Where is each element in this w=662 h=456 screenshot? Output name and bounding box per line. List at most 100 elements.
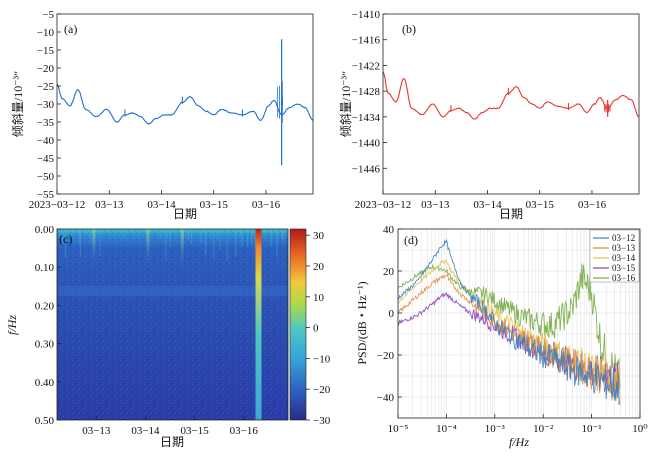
x-tick-label: 03−14 (147, 199, 176, 211)
spectrogram-streak (92, 229, 96, 272)
spectrogram-texture (62, 229, 64, 245)
spectrogram-texture (205, 229, 207, 255)
y-tick-label: −50 (37, 171, 55, 183)
x-tick-label: 03−16 (252, 199, 281, 211)
spectrogram-hot-band (255, 229, 262, 420)
x-tick-label: 03−13 (95, 199, 124, 211)
spectrogram-streak (146, 229, 150, 272)
legend-label: 03−14 (612, 253, 636, 263)
x-tick-label: 03−13 (82, 425, 111, 437)
spectrogram-texture (165, 229, 167, 262)
panel-c-ylabel: f/Hz (5, 315, 19, 335)
panel-b-y-ticks: −1410 −1416 −1422 −1428 −1434 −1440 −1446 (352, 9, 387, 175)
panel-d-x-ticks: 10⁻⁵ 10⁻⁴ 10⁻³ 10⁻² 10⁻¹ 10⁰ (388, 414, 648, 435)
panel-c-x-ticks: 03−13 03−14 03−15 03−16 (82, 416, 258, 437)
y-tick-label: −1416 (352, 35, 381, 47)
x-tick-label: 03−16 (230, 425, 259, 437)
spectrogram-texture (89, 229, 91, 244)
colorbar-tick-label: 0 (313, 323, 319, 335)
tilt-series-line (56, 83, 314, 125)
y-tick-label: −1440 (352, 138, 381, 150)
y-tick-label: 0.30 (35, 339, 55, 351)
panel-a-plot (56, 39, 314, 166)
y-tick-label: −1410 (352, 9, 381, 21)
panel-c-y-ticks: 0.00 0.10 0.20 0.30 0.40 0.50 (35, 224, 61, 427)
x-tick-label: 03−14 (473, 199, 502, 211)
colorbar-ticks: 30 20 10 0 −10 −20 −30 (306, 230, 331, 427)
spectrogram-texture (79, 229, 81, 257)
panel-b-xlabel: 日期 (499, 207, 523, 221)
panel-b: (b) 日期 倾斜量/10⁻³″ −1410−1416−1422−1428−14… (339, 9, 640, 221)
colorbar-tick-label: 30 (313, 230, 325, 242)
y-tick-label: −10 (37, 27, 55, 39)
y-tick-label: −1434 (352, 112, 381, 124)
panel-a-ylabel: 倾斜量/10⁻³″ (11, 71, 25, 137)
colorbar (289, 228, 307, 421)
panel-a-xlabel: 日期 (173, 207, 197, 221)
spectrogram-texture (247, 229, 249, 247)
spectrogram-texture (159, 229, 161, 240)
panel-c-xlabel: 日期 (160, 435, 184, 449)
panel-b-x-ticks: 2023−03−12 03−13 03−14 03−15 03−16 (355, 190, 607, 211)
panel-a-frame (56, 13, 314, 195)
spectrogram-low-band (57, 286, 288, 296)
legend-label: 03−12 (612, 233, 635, 243)
spectrogram-texture (213, 229, 215, 262)
spectrogram-texture (235, 229, 237, 256)
y-tick-label: 0 (389, 308, 395, 320)
y-tick-label: −5 (42, 9, 54, 21)
y-tick-label: −20 (377, 350, 395, 362)
y-tick-label: −25 (37, 81, 55, 93)
psd-series-line (397, 292, 621, 395)
legend-label: 03−15 (612, 263, 636, 273)
spectrogram-texture (169, 229, 171, 247)
y-tick-label: −30 (37, 99, 55, 111)
y-tick-label: −1446 (352, 163, 381, 175)
panel-a-label: (a) (64, 22, 77, 36)
panel-b-plot (382, 71, 640, 120)
panel-d-label: (d) (404, 233, 418, 247)
y-tick-label: −20 (37, 63, 55, 75)
spectrogram-texture (226, 229, 228, 262)
spectrogram-texture (190, 229, 192, 245)
spectrogram-texture (165, 229, 167, 244)
colorbar-tick-label: 10 (313, 292, 325, 304)
panel-d-y-ticks: 40 20 0 −20 −40 (377, 224, 402, 404)
spectrogram-texture (85, 229, 87, 236)
legend-label: 03−16 (612, 273, 636, 283)
x-tick-label: 03−14 (131, 425, 160, 437)
panel-d-xlabel: f/Hz (509, 435, 529, 449)
y-tick-label: −1422 (352, 60, 380, 72)
x-tick-label: 10⁻² (533, 423, 554, 435)
spectrogram-texture (216, 229, 218, 239)
x-tick-label: 2023−03−12 (355, 199, 411, 211)
tilt-series-line (382, 71, 640, 120)
y-tick-label: 0.50 (35, 415, 55, 427)
panel-c: (c) 日期 f/Hz 0.00 0.10 0.20 0.30 0.40 0.50 03−… (5, 224, 331, 449)
panel-a-y-ticks: −5 −10 −15 −20 −25 −30 −35 −40 −45 −50 −55 (37, 9, 61, 201)
y-tick-label: −55 (37, 189, 55, 201)
spectrogram-texture (254, 229, 256, 250)
y-tick-label: 20 (383, 266, 395, 278)
panel-c-frame (56, 228, 289, 421)
colorbar-tick-label: 20 (313, 261, 325, 273)
spectrogram-texture (124, 229, 126, 240)
spectrogram-streak (180, 229, 184, 272)
panel-b-ylabel: 倾斜量/10⁻³″ (339, 71, 353, 137)
spectrogram-texture (187, 229, 189, 241)
spectrogram-texture (241, 229, 243, 247)
y-tick-label: 40 (383, 224, 395, 236)
panel-d-xlabel-text: f/Hz (509, 435, 529, 449)
x-tick-label: 10⁻¹ (582, 423, 602, 435)
panel-b-frame (382, 13, 640, 195)
spectrogram-texture (250, 229, 252, 244)
colorbar-tick-label: −10 (313, 353, 331, 365)
y-tick-label: −1428 (352, 86, 381, 98)
panel-d-ylabel: PSD/(dB・Hz⁻¹) (355, 281, 369, 364)
y-tick-label: 0.10 (35, 262, 55, 274)
y-tick-label: 0.40 (35, 377, 55, 389)
x-tick-label: 03−15 (181, 425, 210, 437)
